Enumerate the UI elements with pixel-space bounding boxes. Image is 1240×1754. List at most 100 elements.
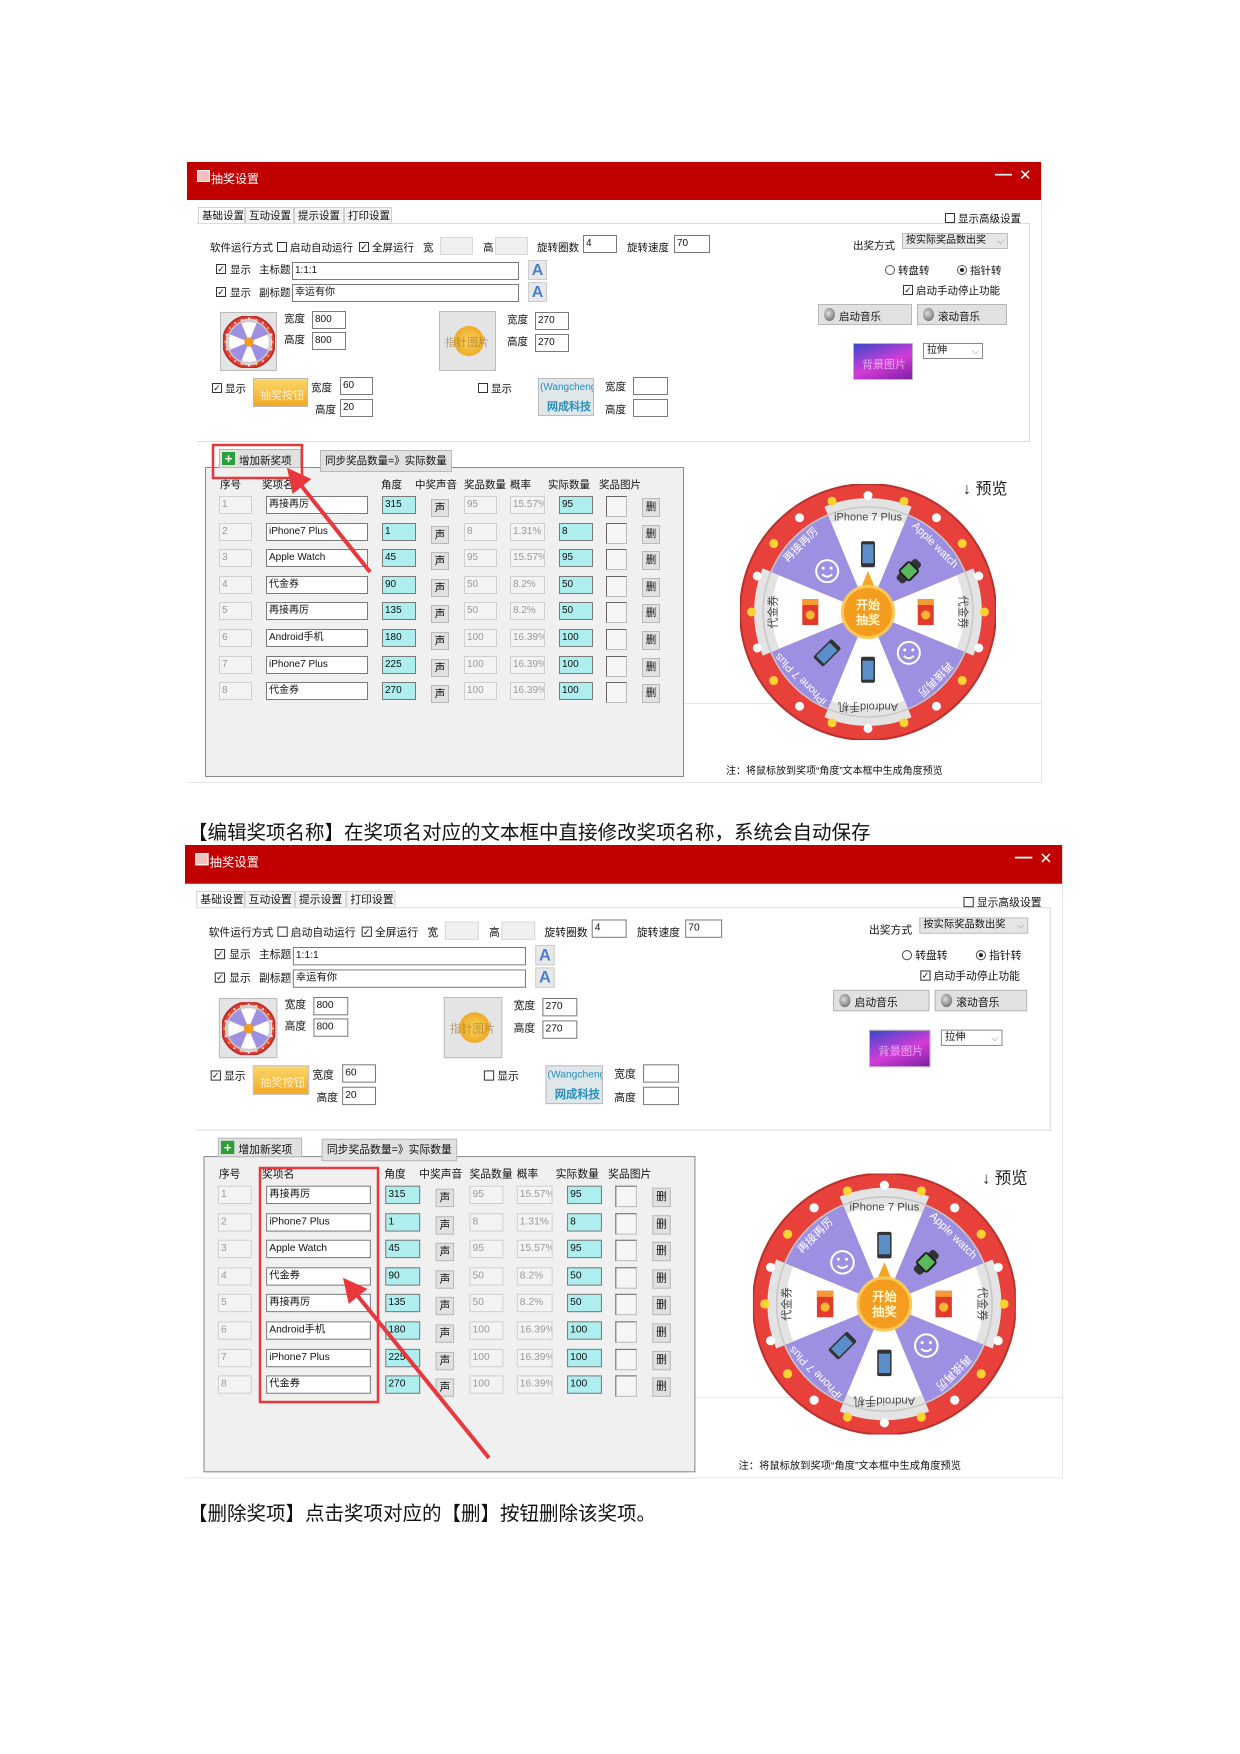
probability-field[interactable]: 16.39%	[516, 1321, 553, 1340]
tab-tips[interactable]: 提示设置	[294, 890, 347, 908]
actual-quantity-input[interactable]: 100	[567, 1348, 602, 1367]
manual-stop-checkbox[interactable]: ✓	[920, 970, 931, 981]
prize-image-slot[interactable]	[615, 1375, 637, 1398]
actual-quantity-input[interactable]: 100	[559, 629, 593, 647]
tab-interaction[interactable]: 互动设置	[244, 890, 295, 908]
actual-quantity-input[interactable]: 100	[567, 1375, 602, 1394]
fullscreen-checkbox[interactable]: ✓	[361, 926, 372, 937]
prize-name-input[interactable]: 再接再厉	[266, 496, 368, 514]
close-button[interactable]: ✕	[1039, 850, 1053, 868]
subtitle-show-checkbox[interactable]: ✓	[214, 972, 226, 983]
delete-button[interactable]: 删	[652, 1241, 671, 1262]
pointer-image-button[interactable]: 指针图片	[443, 996, 503, 1059]
probability-field[interactable]: 16.39%	[516, 1348, 553, 1367]
quantity-field[interactable]: 8	[469, 1212, 504, 1232]
spins-input[interactable]: 4	[591, 919, 627, 938]
logo-height-input[interactable]	[643, 1086, 679, 1106]
prize-name-input[interactable]: iPhone7 Plus	[266, 522, 368, 541]
delete-button[interactable]: 删	[652, 1323, 671, 1343]
prize-name-input[interactable]: 再接再厉	[266, 1185, 371, 1205]
prize-name-input[interactable]: 再接再厉	[266, 602, 368, 621]
logo-width-input[interactable]	[633, 377, 668, 395]
sound-button[interactable]: 声	[435, 1270, 455, 1289]
actual-quantity-input[interactable]: 100	[559, 682, 593, 701]
screen-width-input[interactable]	[444, 921, 479, 940]
sound-button[interactable]: 声	[435, 1297, 455, 1316]
wheel-height-input[interactable]: 800	[313, 1018, 349, 1037]
prize-name-input[interactable]: 代金券	[266, 1267, 371, 1286]
angle-input[interactable]: 135	[385, 1294, 421, 1313]
tab-print[interactable]: 打印设置	[344, 207, 392, 223]
prize-name-input[interactable]: Apple Watch	[266, 549, 368, 568]
prize-image-slot[interactable]	[615, 1321, 637, 1343]
minimize-button[interactable]: —	[995, 164, 1012, 183]
sound-button[interactable]: 声	[431, 632, 449, 650]
probability-field[interactable]: 15.57%	[510, 549, 545, 568]
prize-image-slot[interactable]	[615, 1267, 637, 1289]
delete-button[interactable]: 删	[652, 1214, 671, 1235]
quantity-field[interactable]: 95	[469, 1185, 504, 1205]
probability-field[interactable]: 15.57%	[516, 1239, 553, 1259]
row-index[interactable]: 6	[217, 1321, 252, 1340]
angle-input[interactable]: 1	[385, 1212, 421, 1232]
logo-show-checkbox[interactable]	[483, 1070, 495, 1081]
button-image-button[interactable]: 抽奖按钮	[253, 378, 308, 407]
quantity-field[interactable]: 95	[469, 1239, 504, 1259]
sound-button[interactable]: 声	[431, 552, 449, 571]
delete-button[interactable]: 删	[652, 1350, 671, 1370]
angle-input[interactable]: 315	[382, 496, 416, 514]
logo-image-button[interactable]: (Wangcheng 网成科技	[538, 378, 594, 416]
logo-width-input[interactable]	[643, 1064, 679, 1083]
angle-input[interactable]: 1	[382, 522, 416, 541]
row-index[interactable]: 3	[219, 549, 252, 568]
button-height-input[interactable]: 20	[342, 1086, 377, 1106]
quantity-field[interactable]: 50	[469, 1294, 504, 1313]
quantity-field[interactable]: 8	[464, 522, 497, 541]
angle-input[interactable]: 90	[382, 575, 416, 594]
prize-image-slot[interactable]	[615, 1185, 637, 1208]
speed-input[interactable]: 70	[685, 919, 723, 938]
angle-input[interactable]: 315	[385, 1185, 421, 1205]
probability-field[interactable]: 16.39%	[510, 629, 545, 647]
sound-button[interactable]: 声	[435, 1188, 455, 1208]
delete-button[interactable]: 删	[642, 498, 660, 517]
minimize-button[interactable]: —	[1014, 847, 1033, 867]
sync-quantity-button[interactable]: 同步奖品数量=》实际数量	[320, 450, 452, 472]
prize-name-input[interactable]: 代金券	[266, 575, 368, 594]
start-music-button[interactable]: 启动音乐	[833, 989, 930, 1012]
subtitle-font-button[interactable]: A	[535, 967, 555, 988]
main-title-show-checkbox[interactable]: ✓	[216, 264, 226, 274]
autostart-checkbox[interactable]	[277, 242, 287, 252]
quantity-field[interactable]: 95	[464, 496, 497, 514]
sound-button[interactable]: 声	[431, 499, 449, 517]
sound-button[interactable]: 声	[435, 1378, 455, 1398]
prize-image-slot[interactable]	[615, 1239, 637, 1262]
actual-quantity-input[interactable]: 50	[559, 602, 593, 621]
delete-button[interactable]: 删	[642, 631, 660, 650]
probability-field[interactable]: 1.31%	[510, 522, 545, 541]
angle-input[interactable]: 45	[385, 1239, 421, 1259]
main-title-input[interactable]: 1:1:1	[292, 262, 519, 280]
quantity-field[interactable]: 95	[464, 549, 497, 568]
wheel-width-input[interactable]: 800	[313, 996, 349, 1016]
pointer-image-button[interactable]: 指针图片	[439, 311, 496, 371]
tab-interaction[interactable]: 互动设置	[245, 207, 294, 223]
prize-image-slot[interactable]	[606, 655, 627, 677]
prize-image-slot[interactable]	[606, 682, 627, 704]
background-image-button[interactable]: 背景图片	[868, 1029, 931, 1068]
manual-stop-checkbox[interactable]: ✓	[903, 285, 913, 295]
sound-button[interactable]: 声	[431, 525, 449, 544]
prize-name-input[interactable]: 再接再厉	[266, 1294, 371, 1313]
quantity-field[interactable]: 100	[464, 655, 497, 674]
prize-name-input[interactable]: 代金券	[266, 682, 368, 701]
button-width-input[interactable]: 60	[342, 1064, 377, 1083]
probability-field[interactable]: 15.57%	[516, 1185, 553, 1205]
main-title-font-button[interactable]: A	[535, 944, 555, 966]
tab-basic[interactable]: 基础设置	[198, 207, 245, 224]
actual-quantity-input[interactable]: 95	[567, 1239, 602, 1259]
sound-button[interactable]: 声	[435, 1215, 455, 1235]
quantity-field[interactable]: 50	[464, 602, 497, 621]
spins-input[interactable]: 4	[583, 235, 617, 253]
start-draw-button[interactable]	[856, 1276, 913, 1332]
sound-button[interactable]: 声	[435, 1242, 455, 1262]
